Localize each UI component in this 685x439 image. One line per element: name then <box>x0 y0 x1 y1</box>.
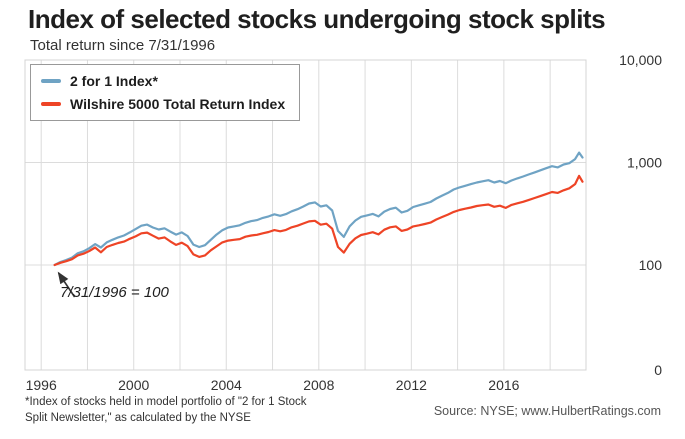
legend-item-wilshire-5000: Wilshire 5000 Total Return Index <box>41 96 285 112</box>
annotation-arrow-icon <box>57 271 76 298</box>
legend-swatch-blue-icon <box>41 79 61 83</box>
x-axis-tick-label: 2016 <box>488 377 519 393</box>
x-axis-tick-label: 2012 <box>396 377 427 393</box>
series-line-1 <box>53 174 584 267</box>
footnote: *Index of stocks held in model portfolio… <box>25 396 307 424</box>
plot-border <box>24 59 587 371</box>
legend-swatch-red-icon <box>41 102 61 106</box>
x-axis-tick-label: 2004 <box>211 377 242 393</box>
chart-subtitle: Total return since 7/31/1996 <box>30 37 216 54</box>
y-axis-tick-label: 0 <box>654 362 662 378</box>
source-credit: Source: NYSE; www.HulbertRatings.com <box>433 404 661 418</box>
x-axis-tick-label: 2008 <box>303 377 334 393</box>
y-axis-tick-label: 100 <box>639 257 663 273</box>
chart-title: Index of selected stocks undergoing stoc… <box>28 4 606 34</box>
x-axis-tick-label: 1996 <box>26 377 57 393</box>
legend-item-2for1-index: 2 for 1 Index* <box>41 73 285 89</box>
baseline-annotation: 7/31/1996 = 100 <box>60 284 169 301</box>
series-line-0 <box>53 151 584 267</box>
legend-label-wilshire-5000: Wilshire 5000 Total Return Index <box>70 96 286 112</box>
legend-label-2for1-index: 2 for 1 Index* <box>70 73 158 89</box>
y-axis-tick-label: 10,000 <box>619 52 662 68</box>
legend: 2 for 1 Index* Wilshire 5000 Total Retur… <box>30 64 301 121</box>
y-axis-tick-label: 1,000 <box>627 155 662 171</box>
x-axis-tick-label: 2000 <box>118 377 149 393</box>
